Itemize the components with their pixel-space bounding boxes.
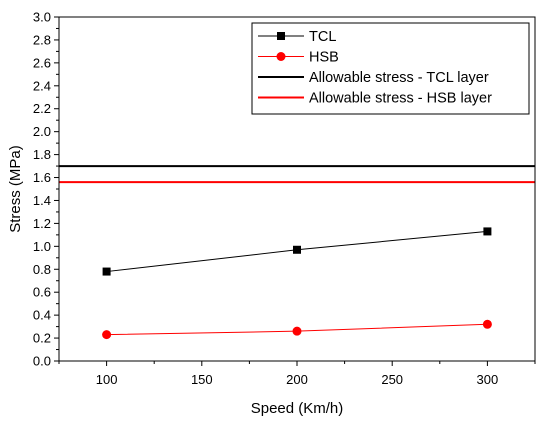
y-tick-label: 1.6 — [33, 170, 51, 185]
x-tick-label: 300 — [477, 372, 499, 387]
y-tick-label: 1.2 — [33, 216, 51, 231]
y-tick-label: 1.0 — [33, 239, 51, 254]
y-tick-label: 0.6 — [33, 285, 51, 300]
data-point — [102, 330, 112, 340]
data-point — [483, 227, 492, 236]
legend-label: Allowable stress - TCL layer — [309, 70, 489, 86]
data-point — [292, 326, 302, 336]
y-tick-label: 3.0 — [33, 10, 51, 25]
y-tick-label: 1.4 — [33, 193, 51, 208]
x-tick-label: 250 — [381, 372, 403, 387]
x-tick-label: 200 — [286, 372, 308, 387]
data-point — [102, 267, 111, 276]
y-tick-label: 2.6 — [33, 55, 51, 70]
y-axis: 0.0 0.2 0.4 0.6 0.8 1.0 1.2 1.4 1.6 1.8 2.0 2.2 2.4 2… — [33, 10, 59, 369]
x-tick-label: 100 — [96, 372, 118, 387]
series-layer — [102, 227, 492, 340]
legend: TCL HSB Allowable stress - TCL layer Allowa… — [251, 22, 530, 115]
y-axis-label: Stress (MPa) — [7, 145, 24, 233]
y-tick-label: 0.8 — [33, 262, 51, 277]
y-tick-label: 0.0 — [33, 354, 51, 369]
reference-lines — [59, 165, 535, 184]
y-tick-label: 2.8 — [33, 32, 51, 47]
y-tick-label: 0.4 — [33, 308, 51, 323]
x-axis: 100 150 200 250 300 — [58, 361, 536, 387]
legend-label: HSB — [309, 50, 339, 66]
x-axis-label: Speed (Km/h) — [251, 400, 344, 417]
x-tick-label: 150 — [191, 372, 213, 387]
y-tick-label: 0.2 — [33, 331, 51, 346]
y-tick-label: 2.4 — [33, 78, 51, 93]
y-tick-label: 1.8 — [33, 147, 51, 162]
legend-label: Allowable stress - HSB layer — [309, 91, 492, 107]
legend-marker — [276, 52, 286, 61]
data-point — [482, 319, 492, 329]
legend-marker — [277, 32, 285, 40]
legend-label: TCL — [309, 29, 336, 45]
data-point — [293, 245, 301, 254]
legend-box — [251, 22, 530, 115]
y-tick-label: 2.2 — [33, 101, 51, 116]
y-tick-label: 2.0 — [33, 124, 51, 139]
